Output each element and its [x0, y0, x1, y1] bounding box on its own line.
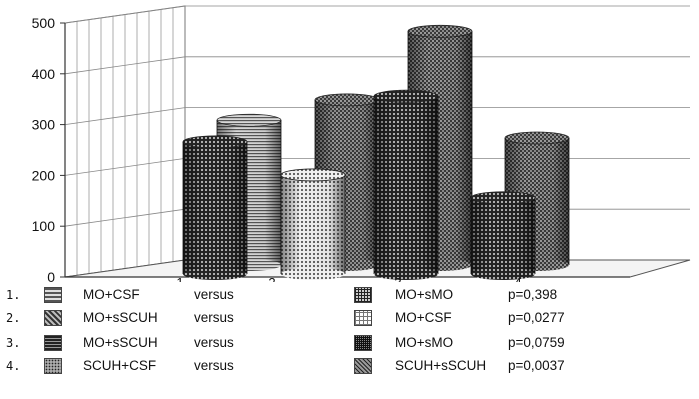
- legend: 1. MO+CSF versus MO+sMO p=0,398 2. MO+sSCUH ver…: [0, 282, 699, 397]
- x-axis-ticks: 1 2 3 4: [176, 275, 521, 282]
- legend-label: MO+sSCUH: [83, 310, 158, 325]
- bar-base: [374, 268, 438, 280]
- bar-front-2: [280, 168, 346, 280]
- x-tick-label: 2: [268, 275, 275, 282]
- y-tick-label: 0: [47, 269, 55, 282]
- legend-label: MO+sSCUH: [83, 335, 158, 350]
- legend-number: 4.: [6, 359, 21, 373]
- legend-label: MO+CSF: [83, 287, 140, 302]
- y-axis-ticks: 0 100 200 300 400 500: [32, 15, 66, 282]
- legend-p-value: p=0,0037: [508, 358, 565, 373]
- legend-label: MO+sMO: [395, 335, 454, 350]
- gridline-side: [64, 208, 186, 227]
- y-tick-label: 200: [32, 167, 56, 183]
- legend-swatch: [44, 358, 62, 374]
- bar-top: [182, 135, 248, 149]
- gridline-side: [64, 107, 186, 125]
- bar-top: [373, 89, 439, 103]
- legend-label: SCUH+CSF: [83, 358, 157, 373]
- y-tick-label: 100: [32, 218, 56, 234]
- legend-row: 2. MO+sSCUH versus MO+CSF p=0,0277: [0, 307, 699, 329]
- bar-top: [504, 131, 570, 145]
- bar-chart: 0 100 200 300 400 500 1 2 3 4: [32, 5, 691, 282]
- legend-label: MO+CSF: [395, 310, 452, 325]
- bar-front-4: [470, 191, 536, 280]
- legend-number: 3.: [6, 336, 21, 350]
- bar-shading: [281, 174, 345, 274]
- bar-base: [471, 268, 535, 280]
- legend-p-value: p=0,0277: [508, 310, 565, 325]
- bar-top: [314, 93, 380, 107]
- y-tick-label: 400: [32, 66, 56, 82]
- legend-swatch: [354, 287, 372, 303]
- legend-p-value: p=0,398: [508, 287, 558, 302]
- legend-number: 1.: [6, 288, 21, 302]
- bar-shading: [374, 96, 438, 274]
- bar-top: [280, 168, 346, 182]
- bar-top: [216, 113, 282, 127]
- legend-swatch: [354, 310, 372, 326]
- bars-front-series: [182, 89, 536, 280]
- legend-label: MO+sMO: [395, 287, 454, 302]
- y-tick-label: 500: [32, 15, 56, 31]
- legend-row: 1. MO+CSF versus MO+sMO p=0,398: [0, 284, 699, 306]
- bar-top: [470, 191, 536, 205]
- bar-base: [281, 268, 345, 280]
- x-tick-label: 4: [514, 275, 521, 282]
- chart-walls: [64, 5, 186, 278]
- bar-shading: [471, 197, 535, 274]
- legend-row: 3. MO+sSCUH versus MO+sMO p=0,0759: [0, 332, 699, 354]
- bar-top: [407, 24, 473, 38]
- bar-front-1: [182, 135, 248, 280]
- legend-versus: versus: [194, 287, 234, 302]
- x-tick-label: 1: [176, 275, 183, 282]
- legend-swatch: [44, 287, 62, 303]
- legend-swatch: [44, 310, 62, 326]
- legend-swatch: [354, 335, 372, 351]
- legend-swatch: [44, 335, 62, 351]
- bar-shading: [183, 141, 247, 274]
- gridline-side: [64, 5, 186, 24]
- legend-versus: versus: [194, 335, 234, 350]
- legend-row: 4. SCUH+CSF versus SCUH+sSCUH p=0,0037: [0, 355, 699, 377]
- legend-swatch: [354, 358, 372, 374]
- legend-versus: versus: [194, 310, 234, 325]
- legend-versus: versus: [194, 358, 234, 373]
- gridline-side: [64, 56, 186, 75]
- y-tick-label: 300: [32, 117, 56, 133]
- legend-p-value: p=0,0759: [508, 335, 565, 350]
- gridline-side: [64, 158, 186, 176]
- legend-number: 2.: [6, 311, 21, 325]
- legend-label: SCUH+sSCUH: [395, 358, 487, 373]
- x-tick-label: 3: [394, 275, 401, 282]
- bar-base: [183, 268, 247, 280]
- bar-front-3: [373, 89, 439, 280]
